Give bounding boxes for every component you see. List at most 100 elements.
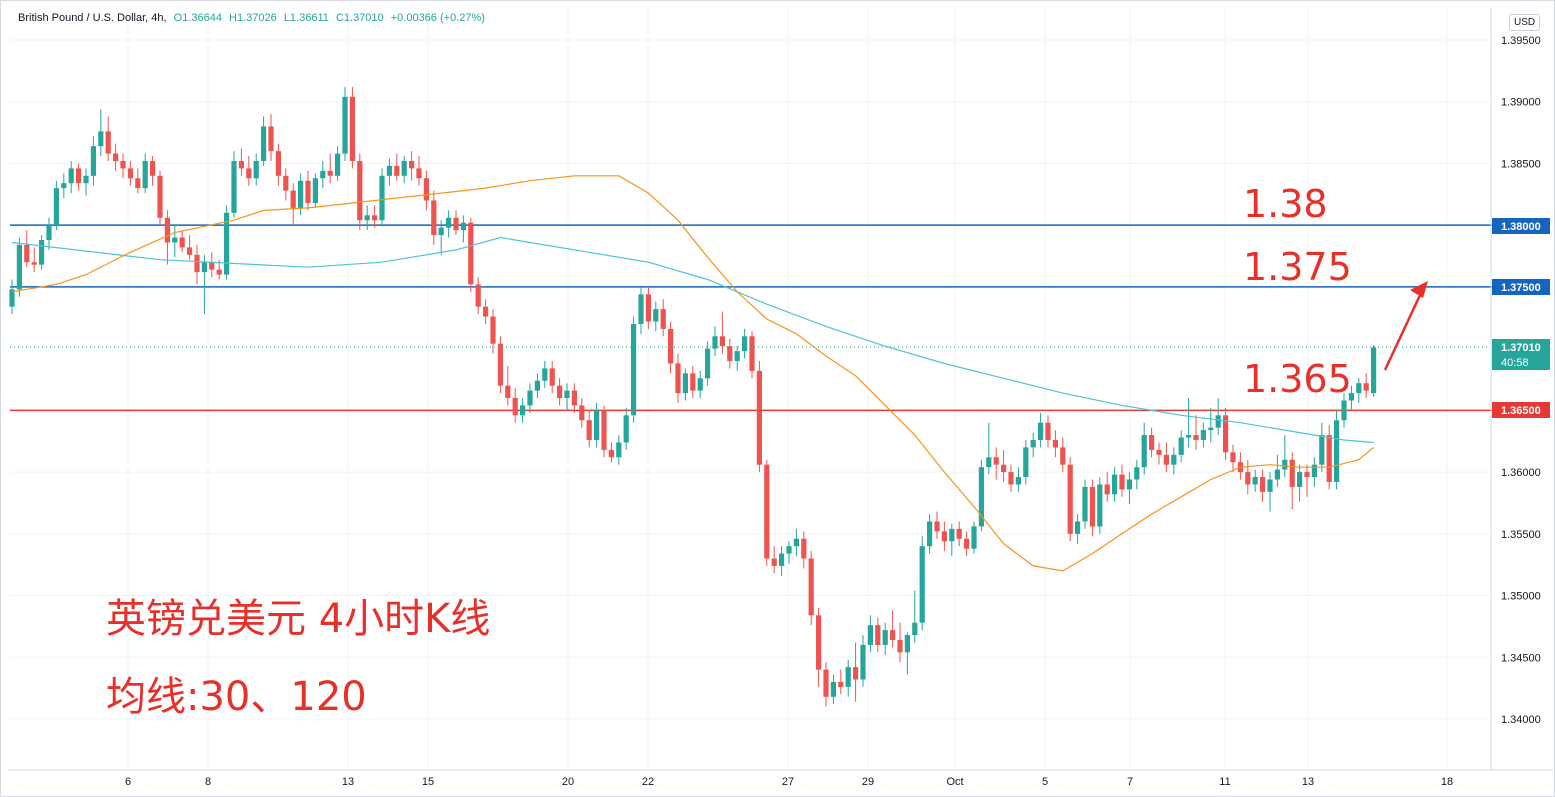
candle	[1200, 422, 1206, 448]
candle-body	[1245, 472, 1251, 485]
candle	[290, 183, 296, 226]
candle-body	[1075, 521, 1081, 534]
candle-body	[941, 531, 947, 542]
candle	[53, 180, 59, 231]
candle	[468, 217, 474, 292]
currency-button[interactable]: USD	[1509, 14, 1541, 31]
candle-body	[1163, 454, 1169, 465]
ma30-line	[11, 175, 1374, 572]
candle-body	[490, 316, 496, 344]
time-tick-label: 5	[1042, 776, 1048, 788]
candle	[1208, 407, 1214, 443]
candle	[142, 153, 148, 194]
candle-body	[1045, 422, 1051, 440]
candle	[853, 642, 859, 702]
candle-body	[172, 237, 178, 243]
candle	[1097, 477, 1103, 534]
price-tag-text: 1.38000	[1501, 221, 1541, 233]
candle	[586, 410, 592, 448]
candle	[638, 286, 644, 334]
candle-body	[1208, 427, 1214, 431]
candle-body	[157, 175, 163, 218]
time-tick-label: 29	[862, 776, 874, 788]
candle	[1326, 425, 1332, 490]
candle	[534, 373, 540, 399]
candle	[179, 230, 185, 253]
candle	[372, 205, 378, 228]
price-tag-text: 1.36500	[1501, 405, 1541, 417]
candle-body	[727, 346, 733, 361]
candle	[1001, 449, 1007, 482]
candle-body	[364, 215, 370, 221]
candle-body	[1104, 484, 1110, 495]
candle	[682, 368, 688, 401]
candle	[986, 422, 992, 475]
candle-body	[409, 160, 415, 169]
candle	[312, 173, 318, 208]
candle-body	[1126, 479, 1132, 490]
candle-body	[386, 165, 392, 176]
candle	[475, 277, 481, 315]
candle	[1319, 422, 1325, 473]
time-axis[interactable]: 6 8 13 15 20 22 27 29 Oct 5 7 11 13 18	[125, 776, 1453, 788]
candle	[61, 173, 67, 199]
candle-body	[423, 178, 429, 201]
candle	[520, 398, 526, 423]
candle	[867, 615, 873, 653]
candle	[231, 151, 237, 218]
candle	[157, 170, 163, 226]
candle	[594, 402, 600, 448]
candle-body	[882, 630, 888, 645]
candle	[875, 617, 881, 653]
candle-body	[564, 390, 570, 399]
candle-body	[9, 289, 15, 307]
candle	[305, 170, 311, 211]
candle-body	[1260, 477, 1266, 492]
candle-body	[764, 464, 770, 559]
candle-body	[1171, 454, 1177, 465]
candle-body	[904, 635, 910, 653]
candle-body	[246, 168, 252, 179]
candle	[712, 326, 718, 357]
candle	[24, 230, 30, 268]
candle	[135, 168, 141, 194]
candle	[1178, 430, 1184, 463]
annotation-1-38: 1.38	[1243, 182, 1328, 226]
candle	[557, 378, 563, 406]
candle-body	[845, 667, 851, 687]
change-value: +0.00366 (+0.27%)	[390, 12, 485, 24]
candle	[83, 168, 89, 196]
price-tick-label: 1.35500	[1501, 529, 1541, 541]
candle	[113, 143, 119, 171]
candle	[1274, 454, 1280, 487]
symbol-legend[interactable]: British Pound / U.S. Dollar, 4h, O1.3664…	[18, 12, 489, 24]
candle-body	[261, 126, 267, 161]
candle	[1304, 464, 1310, 497]
candle-body	[1052, 439, 1058, 448]
price-tick-label: 1.34500	[1501, 652, 1541, 664]
candle-body	[697, 378, 703, 391]
candle	[1126, 472, 1132, 505]
candle-body	[860, 644, 866, 680]
candle-body	[601, 410, 607, 450]
candle	[1289, 452, 1295, 510]
low-value: L1.36611	[283, 12, 329, 24]
candle-body	[557, 385, 563, 399]
candle-body	[179, 237, 185, 248]
annotation-1-365: 1.365	[1243, 357, 1352, 401]
candle-body	[105, 131, 111, 154]
candle-body	[712, 336, 718, 349]
candle	[1230, 444, 1236, 473]
candle	[1282, 435, 1288, 478]
candle-body	[1334, 420, 1340, 482]
candle-body	[660, 309, 666, 329]
candle	[978, 459, 984, 532]
candle	[483, 299, 489, 324]
horizontal-levels	[10, 224, 1550, 412]
candle	[401, 156, 407, 184]
candle-body	[1097, 484, 1103, 527]
candle	[364, 205, 370, 231]
price-axis[interactable]: 1.39500 1.39000 1.38500 1.38000 1.37500 1.370…	[1501, 35, 1541, 726]
candle	[549, 360, 555, 394]
